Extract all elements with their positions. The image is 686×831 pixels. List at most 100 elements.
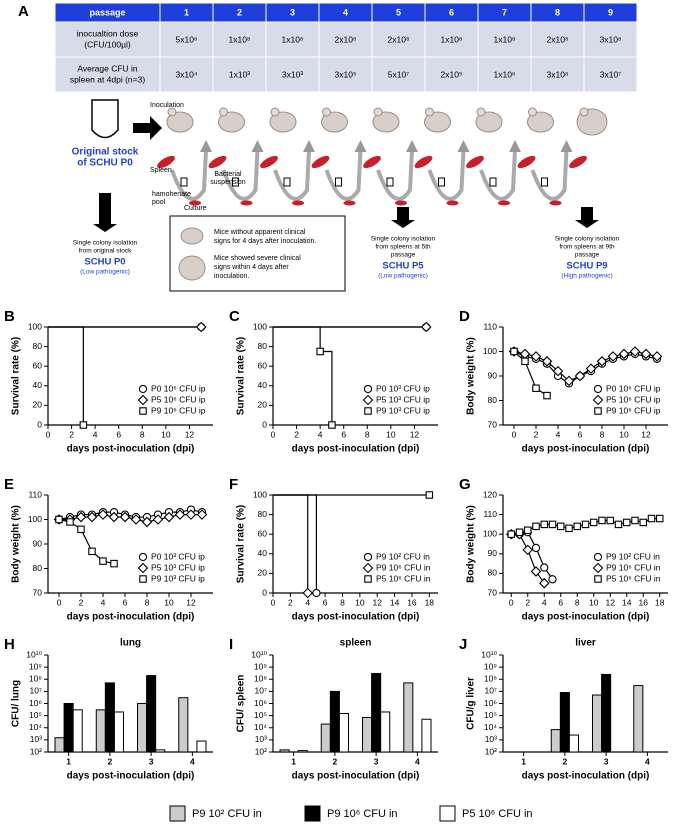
loop-head [200,140,212,152]
loop-head [560,140,573,152]
marker [99,557,107,565]
bar [54,737,65,753]
y-axis-label: Survival rate (%) [236,337,247,415]
loop [479,149,517,201]
culture [549,200,562,206]
marker [548,520,557,529]
header-text: 5 [396,7,401,17]
y-axis-label: CFU/g liver [466,677,477,730]
y-tick-label: 10⁸ [254,674,267,684]
legend-marker [594,575,602,583]
x-tick-label: 2 [108,756,113,766]
mouse [180,227,204,245]
bar [72,709,83,753]
y-tick-label: 10⁵ [254,710,267,720]
y-tick-label: 10¹⁰ [481,649,497,659]
table-cell [371,21,426,58]
x-tick-label: 12 [606,597,616,607]
marker [556,522,565,531]
series-line [273,494,309,593]
header-text: 7 [502,7,507,17]
loop-head [303,140,315,152]
y-tick-label: 90 [488,548,498,558]
x-tick-label: 16 [407,597,417,607]
x-axis-label: days post-inoculation (dpi) [522,444,650,455]
y-tick-label: 90 [33,538,43,548]
mouse [475,111,503,133]
x-tick-label: 3 [374,756,379,766]
down-arrow [391,207,415,228]
legend-marker [139,575,147,583]
marker [589,518,598,527]
y-tick-label: 10² [485,746,497,756]
marker [532,522,540,531]
marker [163,511,175,523]
x-tick-label: 12 [372,597,382,607]
y-tick-label: 40 [258,548,268,558]
cell-text: 2x10⁸ [387,34,409,44]
marker [531,543,541,553]
y-tick-label: 10⁷ [254,686,267,696]
cell-text: 1x10³ [229,69,250,79]
pathogenicity-label: (Low pathogenic) [378,273,428,280]
cell-text: 3x10³ [282,69,303,79]
marker [110,559,118,568]
isolation-text: from spleens at 5th [375,244,431,251]
marker [581,520,590,529]
table-cell [318,56,373,93]
legend-label: P9 10² CFU in [376,551,430,561]
diagram-label: Culture [184,205,207,212]
legend-label: P9 10² CFU in [192,808,262,820]
marker [312,588,321,598]
x-tick-label: 0 [512,429,517,439]
x-tick-label: 0 [509,597,514,607]
cell-text: 5x10⁶ [176,34,198,44]
marker [647,514,656,523]
isolation-text: passage [391,252,416,259]
x-tick-label: 18 [655,597,665,607]
bar [592,694,603,753]
x-tick-label: 2 [79,597,84,607]
legend-marker [362,394,374,406]
y-axis-label: Body weight (%) [466,337,477,415]
mouse-ear [167,107,177,117]
cell-text: 2x10⁵ [441,69,463,79]
header-text: 3 [290,7,295,17]
legend-text: Mice without apparent clinical [214,229,306,236]
marker [607,351,619,362]
marker [196,509,208,520]
mouse [321,111,348,133]
y-tick-label: 10⁶ [254,698,267,708]
marker [515,528,524,536]
marker [548,575,557,584]
isolation-text: passage [575,252,600,259]
marker [640,348,652,360]
culture [446,200,459,206]
loop [530,149,569,201]
header-text: 9 [608,7,613,17]
x-axis-label: days post-inoculation (dpi) [67,612,195,623]
legend-text: signs for 4 days after inoculation. [214,238,316,245]
legend-label: P0 10³ CFU ip [151,551,205,561]
x-axis-label: days post-inoculation (dpi) [67,771,195,782]
cell-text: 3x10⁴ [175,69,197,79]
marker [543,391,551,400]
y-tick-label: 100 [483,346,497,356]
legend-marker [592,562,604,574]
legend-marker [137,394,149,406]
tube-small [232,177,239,187]
bar [178,697,189,753]
panel-label: H [4,636,15,653]
culture [240,200,253,206]
legend-marker [364,575,372,583]
bar [421,718,432,753]
y-tick-label: 10³ [255,734,267,744]
x-tick-label: 18 [425,597,435,607]
tube-small [386,177,394,187]
y-tick-label: 80 [33,563,43,573]
y-tick-label: 10⁸ [484,674,497,684]
header-text: 6 [449,7,454,17]
y-tick-label: 80 [258,509,268,519]
diagram-label: Spleen [150,167,172,174]
